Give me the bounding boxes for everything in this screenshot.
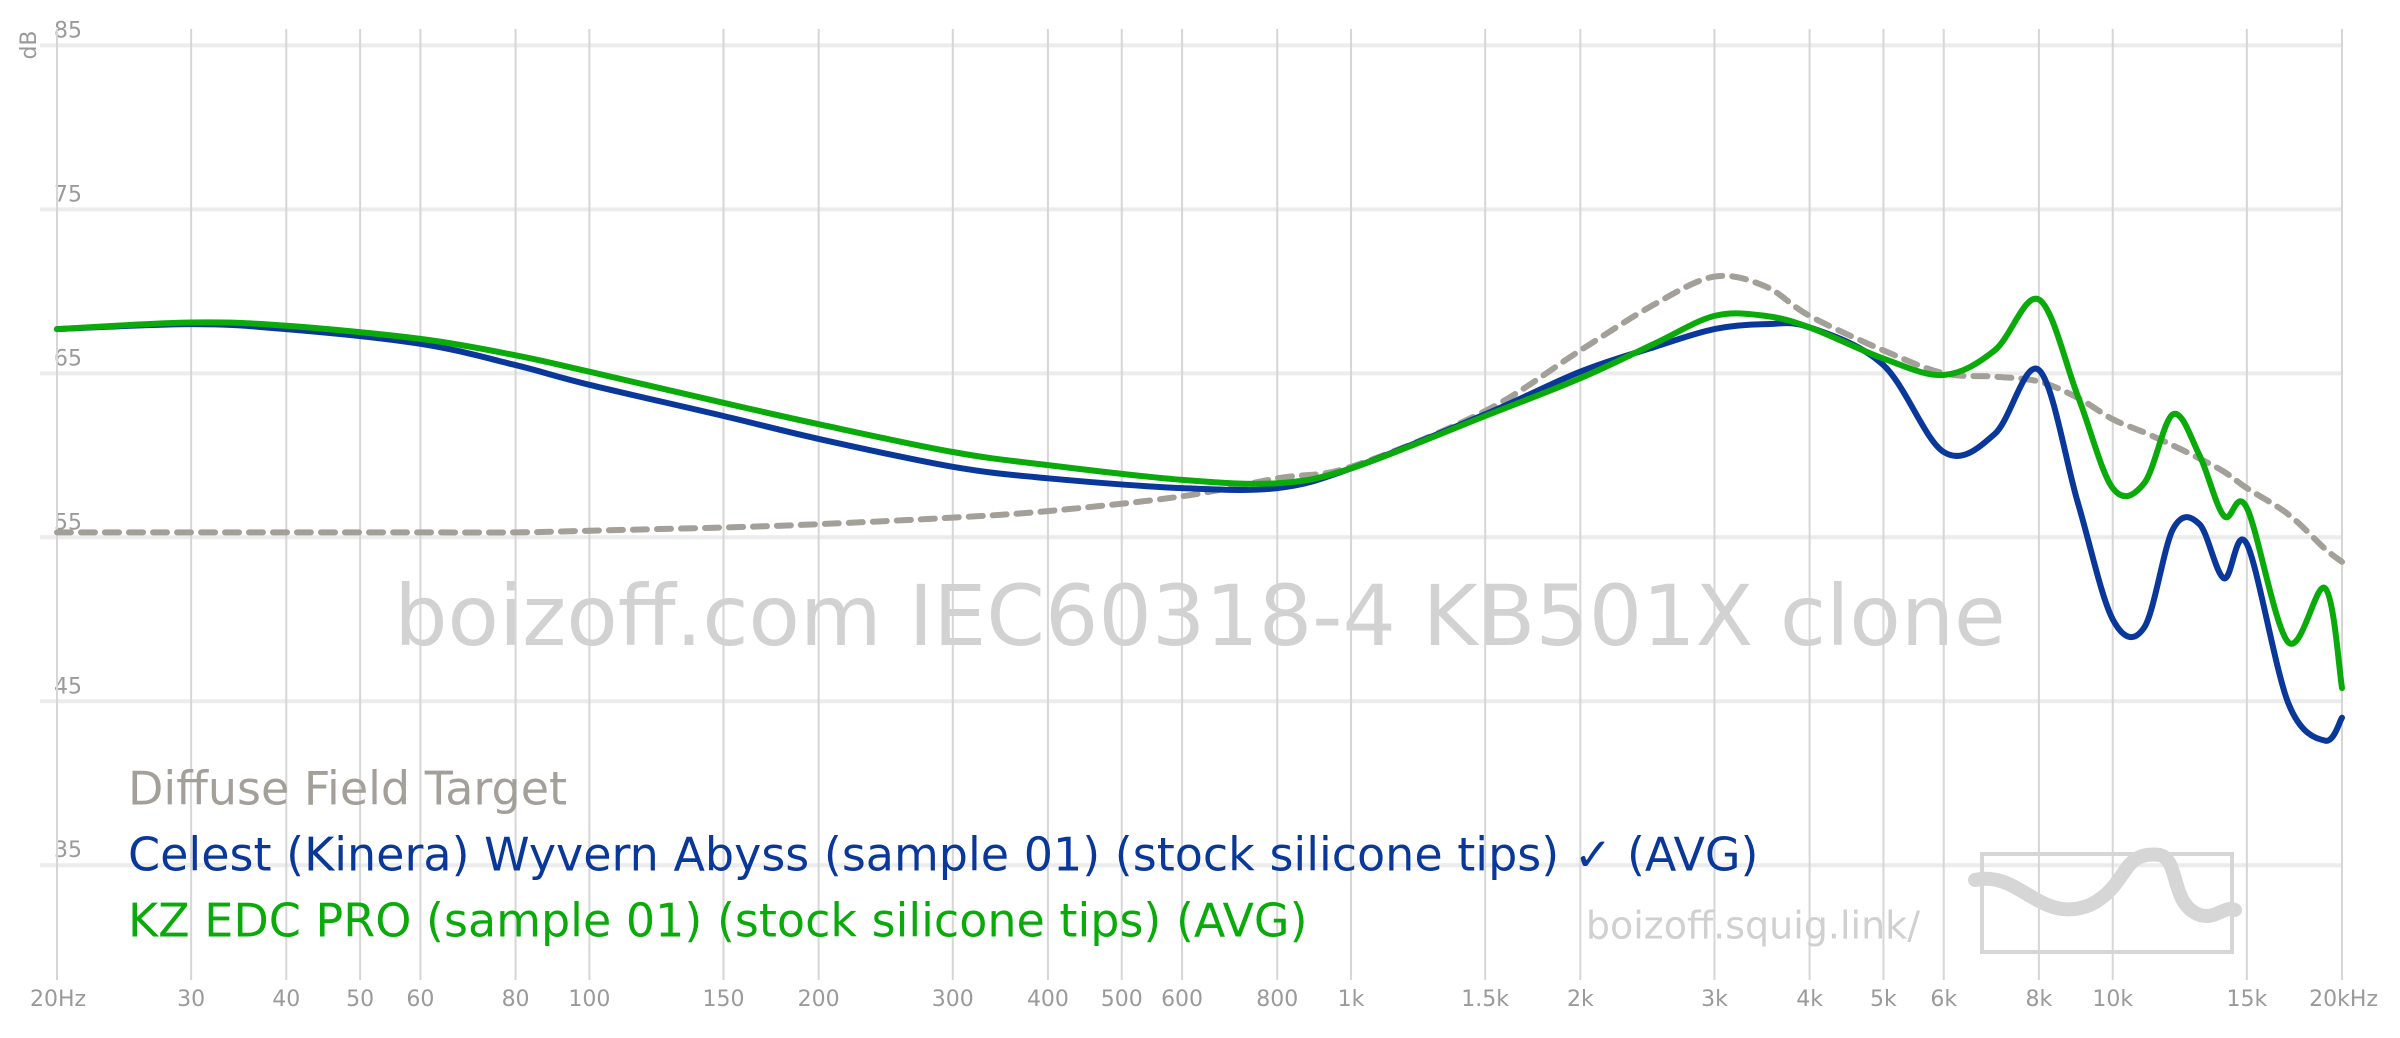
- x-tick-label: 500: [1101, 987, 1143, 1012]
- y-tick-label: 65: [54, 346, 82, 371]
- x-tick-label: 20Hz: [30, 987, 86, 1012]
- y-tick-label: 45: [54, 674, 82, 699]
- x-tick-label: 50: [346, 987, 374, 1012]
- y-tick-label: 75: [54, 182, 82, 207]
- legend: Diffuse Field Target Celest (Kinera) Wyve…: [128, 762, 1759, 948]
- logo-squiggle: [1968, 847, 2242, 923]
- x-tick-label: 800: [1256, 987, 1298, 1012]
- series-line: [54, 320, 2345, 744]
- x-tick-label: 2k: [1567, 987, 1594, 1012]
- x-tick-label: 1k: [1338, 987, 1365, 1012]
- watermark: boizoff.com IEC60318-4 KB501X clone: [394, 567, 2006, 665]
- x-tick-label: 10k: [2092, 987, 2133, 1012]
- logo-frame: [1980, 852, 2234, 954]
- x-tick-label: 300: [932, 987, 974, 1012]
- legend-entry: KZ EDC PRO (sample 01) (stock silicone t…: [128, 894, 1308, 948]
- x-tick-label: 4k: [1796, 987, 1823, 1012]
- logo: [1968, 847, 2242, 954]
- y-tick-label: 35: [54, 838, 82, 863]
- x-tick-label: 40: [272, 987, 300, 1012]
- x-tick-label: 8k: [2026, 987, 2053, 1012]
- x-tick-label: 100: [568, 987, 610, 1012]
- x-tick-label: 5k: [1870, 987, 1897, 1012]
- x-tick-label: 200: [798, 987, 840, 1012]
- x-tick-label: 150: [703, 987, 745, 1012]
- x-tick-label: 400: [1027, 987, 1069, 1012]
- site-label: boizoff.squig.link/: [1586, 904, 1920, 948]
- x-tick-label: 20kHz: [2309, 987, 2378, 1012]
- y-axis-label: dB: [17, 30, 42, 59]
- series-line: [54, 272, 2345, 565]
- x-tick-label: 1.5k: [1461, 987, 1509, 1012]
- plot: [54, 272, 2345, 744]
- x-tick-label: 30: [177, 987, 205, 1012]
- x-tick-label: 6k: [1930, 987, 1957, 1012]
- x-tick-label: 3k: [1701, 987, 1728, 1012]
- y-tick-label: 85: [54, 18, 82, 43]
- legend-entry: Celest (Kinera) Wyvern Abyss (sample 01)…: [128, 828, 1759, 882]
- x-tick-label: 15k: [2226, 987, 2267, 1012]
- legend-entry: Diffuse Field Target: [128, 762, 567, 816]
- x-tick-label: 80: [502, 987, 530, 1012]
- x-tick-label: 60: [406, 987, 434, 1012]
- series-line: [54, 295, 2345, 692]
- x-tick-label: 600: [1161, 987, 1203, 1012]
